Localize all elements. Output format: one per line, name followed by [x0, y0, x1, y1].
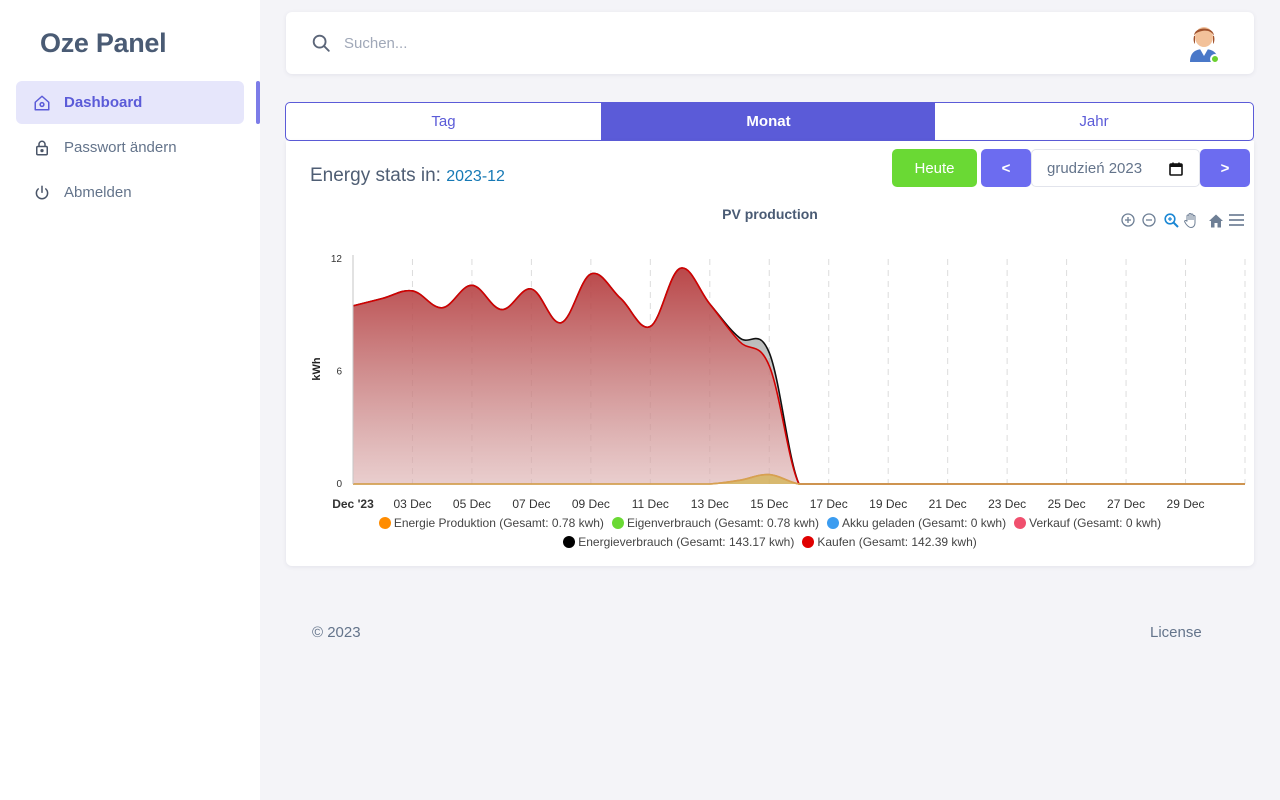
legend-item-self-consumption[interactable]: Eigenverbrauch (Gesamt: 0.78 kwh)	[611, 515, 820, 530]
area-kaufen	[353, 267, 1245, 484]
sidebar-nav: Dashboard Passwort ändern Abmelden	[16, 81, 244, 216]
sidebar-item-label: Passwort ändern	[64, 139, 177, 156]
legend-label: Eigenverbrauch (Gesamt: 0.78 kwh)	[626, 515, 820, 530]
footer-license-link[interactable]: License	[1150, 624, 1202, 641]
online-status-dot	[1210, 54, 1220, 64]
sidebar-item-change-password[interactable]: Passwort ändern	[16, 126, 244, 169]
sidebar: Oze Panel Dashboard Passwort ändern Abme…	[0, 0, 260, 800]
legend-row: Energie Produktion (Gesamt: 0.78 kwh) Ei…	[286, 515, 1254, 530]
legend-item-battery-charged[interactable]: Akku geladen (Gesamt: 0 kwh)	[827, 516, 1006, 530]
today-button[interactable]: Heute	[892, 149, 977, 187]
sidebar-item-label: Abmelden	[64, 184, 132, 201]
sidebar-item-dashboard[interactable]: Dashboard	[16, 81, 244, 124]
legend-label: Verkauf (Gesamt: 0 kwh)	[1029, 515, 1162, 530]
x-tick-label: 21 Dec	[929, 497, 967, 511]
active-nav-indicator	[256, 81, 260, 124]
x-tick-label: Dec '23	[332, 497, 374, 511]
legend-marker	[1014, 516, 1027, 529]
stats-period: 2023-12	[446, 168, 505, 185]
calendar-icon[interactable]	[1169, 162, 1183, 176]
x-tick-label: 17 Dec	[810, 497, 848, 511]
search-icon	[310, 32, 332, 54]
sidebar-item-label: Dashboard	[64, 94, 143, 111]
selection-zoom-icon[interactable]	[1164, 213, 1179, 228]
y-axis-ticks: 0 6 12	[331, 254, 343, 490]
previous-month-button[interactable]: <	[981, 149, 1031, 187]
reset-home-icon[interactable]	[1209, 214, 1223, 228]
x-tick-label: 03 Dec	[393, 497, 431, 511]
legend-marker	[827, 516, 840, 529]
period-tabs: Tag Monat Jahr	[285, 102, 1254, 141]
legend-item-purchase[interactable]: Kaufen (Gesamt: 142.39 kwh)	[802, 534, 977, 549]
chart-series	[352, 255, 1245, 485]
y-tick-label: 12	[331, 254, 343, 265]
footer-copyright: © 2023	[312, 624, 361, 641]
legend-label: Akku geladen (Gesamt: 0 kwh)	[842, 515, 1007, 530]
x-tick-label: 09 Dec	[572, 497, 610, 511]
x-tick-label: 25 Dec	[1048, 497, 1086, 511]
legend-label: Kaufen (Gesamt: 142.39 kwh)	[817, 534, 977, 549]
legend-label: Energie Produktion (Gesamt: 0.78 kwh)	[393, 515, 604, 530]
legend-label: Energieverbrauch (Gesamt: 143.17 kwh)	[578, 534, 795, 549]
power-icon	[32, 183, 52, 203]
x-tick-label: 11 Dec	[632, 497, 669, 511]
legend-item-consumption[interactable]: Energieverbrauch (Gesamt: 143.17 kwh)	[563, 535, 794, 549]
month-picker-value: grudzień 2023	[1047, 159, 1143, 177]
legend-marker	[802, 535, 815, 548]
legend-item-production[interactable]: Energie Produktion (Gesamt: 0.78 kwh)	[378, 515, 604, 530]
tab-month[interactable]: Monat	[602, 103, 935, 140]
x-axis-ticks: Dec '23 03 Dec 05 Dec 07 Dec 09 Dec 11 Dec 13 …	[332, 497, 1204, 511]
legend-item-sale[interactable]: Verkauf (Gesamt: 0 kwh)	[1014, 516, 1161, 530]
y-tick-label: 6	[336, 367, 342, 378]
sidebar-item-logout[interactable]: Abmelden	[16, 171, 244, 214]
line-energie-produktion	[353, 473, 1245, 485]
x-tick-label: 29 Dec	[1167, 497, 1205, 511]
menu-icon[interactable]	[1229, 214, 1244, 226]
month-picker[interactable]: grudzień 2023	[1031, 149, 1200, 187]
tab-year[interactable]: Jahr	[1079, 113, 1109, 130]
pv-production-chart: PV production kWh 0 6 12 Dec '23 03 Dec 05 D…	[311, 206, 1246, 511]
x-tick-label: 15 Dec	[750, 497, 788, 511]
x-tick-label: 27 Dec	[1107, 497, 1145, 511]
x-tick-label: 07 Dec	[512, 497, 550, 511]
x-tick-label: 13 Dec	[691, 497, 729, 511]
legend-marker	[563, 535, 576, 548]
x-tick-label: 05 Dec	[453, 497, 491, 511]
x-tick-label: 23 Dec	[988, 497, 1026, 511]
energy-stats-card: Energy stats in: 2023-12 Heute < grudzie…	[286, 141, 1254, 566]
home-icon	[32, 93, 52, 113]
brand-logo-text[interactable]: Oze Panel	[40, 28, 167, 58]
pan-icon[interactable]	[1184, 213, 1196, 229]
legend-marker	[378, 516, 391, 529]
stats-title: Energy stats in:	[310, 165, 441, 186]
chart-legend: Energie Produktion (Gesamt: 0.78 kwh) Ei…	[286, 515, 1254, 553]
x-tick-label: 19 Dec	[869, 497, 907, 511]
top-bar	[286, 12, 1254, 74]
zoom-in-icon[interactable]	[1121, 213, 1135, 227]
search-input[interactable]	[344, 29, 744, 57]
zoom-out-icon[interactable]	[1142, 213, 1156, 227]
next-month-button[interactable]: >	[1200, 149, 1250, 187]
stats-heading: Energy stats in: 2023-12	[310, 165, 505, 187]
tab-day[interactable]: Tag	[286, 103, 602, 140]
lock-icon	[32, 138, 52, 158]
legend-marker	[611, 516, 624, 529]
legend-row: Energieverbrauch (Gesamt: 143.17 kwh) Ka…	[286, 534, 1254, 549]
y-axis-label: kWh	[311, 357, 323, 381]
y-tick-label: 0	[336, 479, 342, 490]
chart-title: PV production	[722, 206, 818, 222]
